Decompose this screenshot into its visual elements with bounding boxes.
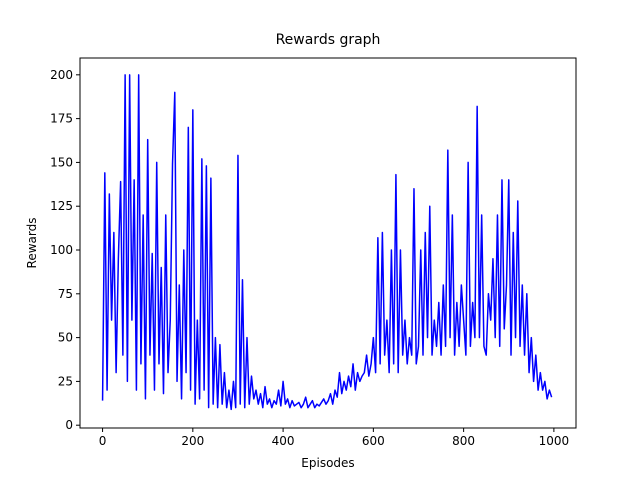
y-tick-label: 125	[50, 199, 73, 213]
x-tick-label: 200	[181, 434, 204, 448]
y-tick-label: 200	[50, 68, 73, 82]
y-tick-label: 0	[65, 418, 73, 432]
x-tick-label: 800	[452, 434, 475, 448]
y-tick-label: 175	[50, 112, 73, 126]
chart-title: Rewards graph	[276, 32, 381, 48]
x-axis-label: Episodes	[301, 456, 354, 470]
y-tick-label: 150	[50, 155, 73, 169]
y-tick-label: 100	[50, 243, 73, 257]
y-tick-label: 75	[58, 287, 73, 301]
x-tick-label: 0	[99, 434, 107, 448]
x-tick-label: 600	[362, 434, 385, 448]
y-axis-label: Rewards	[25, 218, 39, 269]
data-line	[101, 74, 553, 411]
y-tick-label: 50	[58, 331, 73, 345]
y-tick-label: 25	[58, 374, 73, 388]
x-tick-label: 400	[272, 434, 295, 448]
x-tick-label: 1000	[539, 434, 570, 448]
plot-frame	[79, 57, 577, 429]
